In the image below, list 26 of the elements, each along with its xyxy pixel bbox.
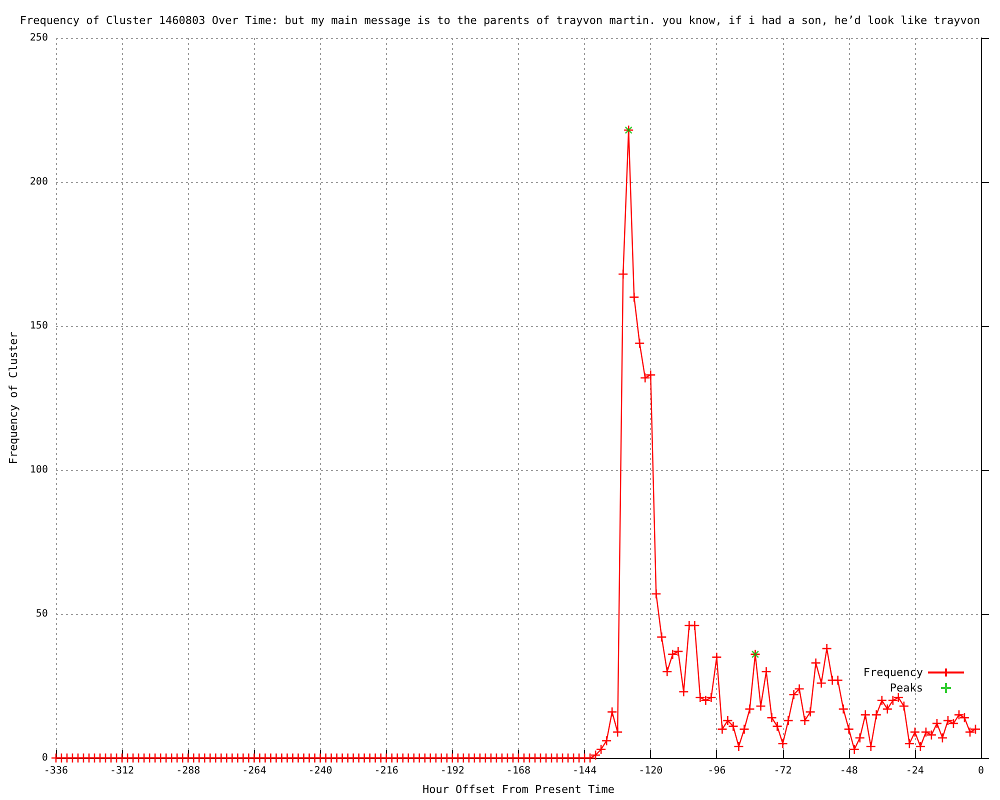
legend-label: Frequency <box>863 666 924 679</box>
x-tick-label: 0 <box>978 766 984 776</box>
x-tick-label: -216 <box>374 766 398 776</box>
x-tick-label: -24 <box>906 766 924 776</box>
x-tick-label: -120 <box>638 766 663 776</box>
y-tick-label: 200 <box>30 176 48 188</box>
y-tick-label: 0 <box>42 752 48 764</box>
x-tick-label: -48 <box>840 766 858 776</box>
x-tick-label: -288 <box>176 766 200 776</box>
x-tick-label: -312 <box>110 766 134 776</box>
chart-title: Frequency of Cluster 1460803 Over Time: but my main message is to the parents of trayvon martin. you know, if i had a son, he’d look like trayvon <box>20 14 980 27</box>
y-tick-label: 250 <box>30 32 48 44</box>
x-tick-label: -336 <box>44 766 68 776</box>
x-tick-label: -72 <box>774 766 792 776</box>
x-tick-label: -168 <box>506 766 531 776</box>
legend-label: Peaks <box>890 682 923 694</box>
x-tick-label: -192 <box>440 766 464 776</box>
x-tick-label: -96 <box>708 766 726 776</box>
x-tick-label: -144 <box>572 766 597 776</box>
y-tick-label: 150 <box>30 320 48 332</box>
x-tick-label: -240 <box>308 766 332 776</box>
y-tick-label: 50 <box>36 608 48 620</box>
x-axis-title: Hour Offset From Present Time <box>422 783 615 796</box>
y-tick-label: 100 <box>30 464 48 476</box>
x-tick-label: -264 <box>242 766 266 776</box>
y-axis-title: Frequency of Cluster <box>7 331 20 464</box>
